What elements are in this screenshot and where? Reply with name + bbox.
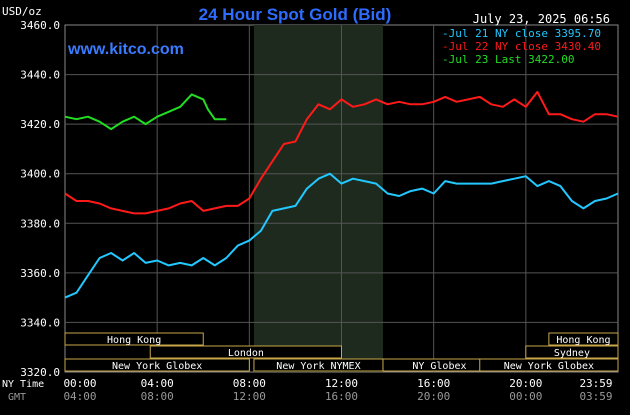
chart-title: 24 Hour Spot Gold (Bid) [199, 5, 392, 24]
x-tick-label-ny: 04:00 [141, 377, 174, 390]
y-tick-label: 3320.0 [20, 366, 60, 379]
series-line [64, 172, 619, 299]
nymex-shaded-region [253, 25, 383, 372]
gmt-row-label: GMT [8, 392, 26, 403]
y-tick-label: 3360.0 [20, 267, 60, 280]
y-tick-labels: 3460.0 3440.0 3420.0 3400.0 3380.0 3360.0 3340… [20, 19, 60, 379]
x-tick-label-gmt: 00:00 [509, 390, 542, 403]
x-tick-label-gmt: 08:00 [141, 390, 174, 403]
x-tick-label-ny: 23:59 [579, 377, 612, 390]
session-bar [64, 332, 204, 346]
legend-entry: -Jul 21 NY close 3395.70 [442, 27, 601, 40]
y-tick-label: 3460.0 [20, 19, 60, 32]
x-tick-label-gmt: 03:59 [579, 390, 612, 403]
ny-time-row-label: NY Time [2, 379, 44, 390]
legend-entry: -Jul 22 NY close 3430.40 [442, 40, 601, 53]
session-label: New York NYMEX [276, 361, 360, 372]
session-label: New York Globex [504, 361, 594, 372]
session-label: New York Globex [112, 361, 202, 372]
grid-layer [65, 25, 618, 372]
x-tick-label-ny: 08:00 [233, 377, 266, 390]
shaded-region-layer [253, 25, 383, 372]
x-tick-label-gmt: 12:00 [233, 390, 266, 403]
brand-watermark: www.kitco.com [67, 41, 184, 58]
date-stamp: July 23, 2025 06:56 [473, 12, 610, 26]
session-bars-layer: Hong Kong London New York Globex New York N… [64, 332, 619, 372]
session-label: Hong Kong [107, 335, 161, 346]
session-label: London [228, 348, 264, 359]
session-bar [479, 358, 619, 372]
y-tick-label: 3380.0 [20, 217, 60, 230]
session-bar [149, 345, 342, 359]
x-tick-label-gmt: 04:00 [63, 390, 96, 403]
legend-entry: -Jul 23 Last 3422.00 [442, 53, 574, 66]
x-tick-label-ny: 20:00 [509, 377, 542, 390]
y-axis-label: USD/oz [2, 5, 42, 18]
y-tick-label: 3400.0 [20, 168, 60, 181]
x-tick-label-ny: 00:00 [63, 377, 96, 390]
x-tick-label-ny: 16:00 [417, 377, 450, 390]
x-tick-label-gmt: 16:00 [325, 390, 358, 403]
y-tick-label: 3420.0 [20, 118, 60, 131]
session-bar [64, 358, 250, 372]
series-line [64, 93, 227, 131]
legend: -Jul 21 NY close 3395.70-Jul 22 NY close… [442, 27, 601, 66]
session-label: Sydney [554, 348, 590, 359]
x-tick-label-ny: 12:00 [325, 377, 358, 390]
series-layer [64, 90, 619, 299]
session-label: Hong Kong [556, 335, 610, 346]
session-bar [525, 345, 619, 359]
series-line [64, 90, 619, 215]
x-tick-labels: 00:0004:0004:0008:0008:0012:0012:0016:00… [63, 377, 612, 403]
y-tick-label: 3340.0 [20, 316, 60, 329]
session-label: NY Globex [412, 361, 466, 372]
y-tick-label: 3440.0 [20, 69, 60, 82]
session-bar [548, 332, 619, 346]
x-tick-label-gmt: 20:00 [417, 390, 450, 403]
